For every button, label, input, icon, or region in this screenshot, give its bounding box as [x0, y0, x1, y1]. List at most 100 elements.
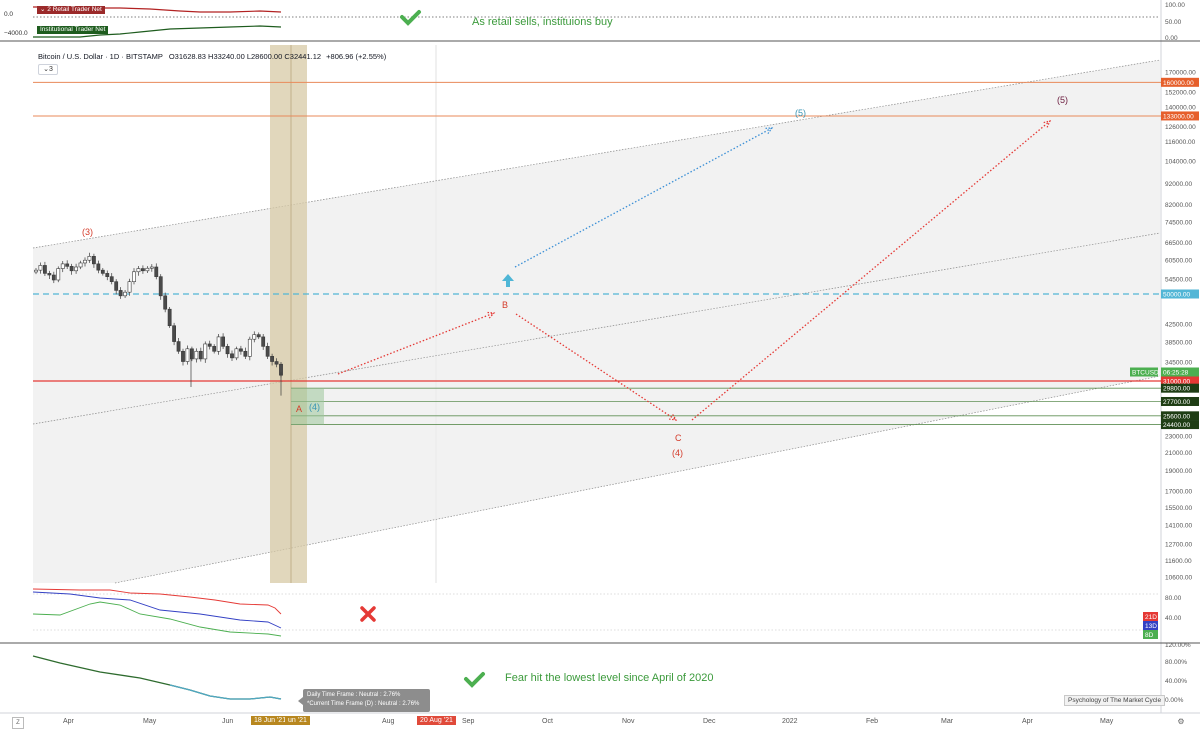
price-label-bg [1161, 111, 1199, 121]
retail-legend[interactable]: ⌄ 2 Retail Trader Net [37, 6, 105, 14]
top-pane-tick: 100.00 [1165, 2, 1185, 9]
candle-body [127, 281, 132, 293]
candle-body [207, 343, 212, 347]
candle-body [100, 269, 105, 274]
symbol-title: Bitcoin / U.S. Dollar · 1D · BITSTAMP [38, 52, 163, 61]
mid-pane-tick: 40.00 [1165, 615, 1182, 622]
price-label: 133000.00 [1163, 113, 1194, 120]
candle-body [252, 334, 257, 340]
fear-tooltip: Daily Time Frame : Neutral : 2.76% *Curr… [298, 689, 430, 712]
mid-pane-tick: 80.00 [1165, 595, 1182, 602]
price-label: 50000.00 [1163, 292, 1190, 299]
candle-body [56, 268, 61, 281]
price-label: 25600.00 [1163, 413, 1190, 420]
price-tick: 104000.00 [1165, 159, 1196, 166]
candle-body [47, 273, 52, 276]
candle-body [216, 336, 221, 352]
price-tick: 11600.00 [1165, 558, 1192, 565]
gear-icon[interactable]: ⚙ [1177, 717, 1185, 726]
candle-body [181, 350, 185, 362]
candle-body [78, 262, 83, 268]
candle-body [167, 308, 172, 327]
candle-body [230, 353, 234, 359]
price-tick: 17000.00 [1165, 488, 1192, 495]
price-tick: 21000.00 [1165, 450, 1192, 457]
bottom-pane-tick: 0.00% [1165, 697, 1184, 704]
price-tick: 12700.00 [1165, 541, 1192, 548]
x-tick-label: Jun [222, 718, 234, 725]
institutional-net-line [33, 25, 282, 38]
price-change: +806.96 (+2.55%) [326, 52, 387, 61]
candle-body [149, 266, 154, 269]
x-tick-label: Sep [462, 718, 475, 725]
period-badge-bg [1143, 621, 1158, 630]
x-highlight-date: 20 Aug '21 [417, 716, 456, 725]
candle-body [105, 273, 110, 277]
candle-body [194, 350, 199, 360]
candle-body [65, 263, 70, 267]
arrow-to-5-red-head [1043, 120, 1052, 128]
symbol-header: Bitcoin / U.S. Dollar · 1D · BITSTAMP O3… [38, 52, 386, 61]
cross-icon [360, 606, 376, 622]
x-tick-label: May [1100, 718, 1114, 725]
price-tick: 126000.00 [1165, 124, 1196, 131]
candle-body [274, 361, 279, 365]
candle-body [69, 266, 74, 272]
candle-body [221, 336, 225, 347]
candle-body [261, 336, 266, 347]
x-tick-label: Oct [542, 718, 553, 725]
top-left-value-0: 0.0 [4, 11, 14, 18]
price-tick: 92000.00 [1165, 181, 1192, 188]
price-tick: 15500.00 [1165, 505, 1192, 512]
price-label-bg [1161, 376, 1199, 386]
channel-top-line [32, 59, 1161, 249]
bottom-pane-tick: 80.00% [1165, 659, 1187, 666]
candle-body [83, 259, 87, 264]
collapse-indicators-button[interactable]: ⌄3 [38, 64, 58, 75]
candle-body [51, 274, 56, 281]
candle-body [43, 265, 47, 274]
price-tick: 38500.00 [1165, 340, 1192, 347]
wave-label-B: B [502, 300, 508, 310]
top-pane-tick: 0.00 [1165, 35, 1178, 42]
candle-body [190, 348, 194, 360]
candle-body [265, 346, 270, 357]
price-tick: 116000.00 [1165, 139, 1196, 146]
price-label-bg [1161, 367, 1199, 377]
candle-body [172, 325, 176, 342]
candle-body [74, 266, 78, 272]
chevron-down-icon: ⌄ [43, 66, 49, 73]
candle-body [109, 276, 114, 282]
zoom-toggle-button[interactable]: Z [12, 717, 24, 729]
price-label-bg [1161, 289, 1199, 299]
ohlc-values: O31628.83 H33240.00 L28600.00 C32441.12 [168, 52, 322, 61]
check-icon [400, 10, 421, 26]
wave-label-4-red: (4) [672, 448, 683, 458]
price-tick: 54500.00 [1165, 276, 1192, 283]
x-tick-label: Feb [866, 718, 879, 725]
period-badge: 13D [1145, 623, 1157, 630]
bottom-pane-tick: 120.00% [1165, 642, 1191, 649]
price-tick: 60500.00 [1165, 257, 1192, 264]
x-tick-label: Apr [1022, 718, 1033, 725]
price-tick: 170000.00 [1165, 69, 1196, 76]
period-badge: 21D [1145, 614, 1157, 621]
institutional-legend[interactable]: Institutional Trader Net [37, 26, 109, 34]
fear-greed-line-recent [169, 684, 282, 700]
time-highlight-band [270, 45, 307, 583]
x-highlight-date: 18 Jun '21 [251, 716, 290, 725]
candle-body [87, 256, 92, 261]
candle-body [185, 348, 190, 362]
candle-body [158, 276, 163, 297]
line-21d [32, 588, 282, 615]
x-tick-label: May [143, 718, 157, 725]
wave-label-A: A [296, 404, 302, 414]
chevron-down-icon: ⌄ [40, 6, 46, 13]
candle-body [34, 269, 38, 273]
up-arrow-icon [502, 274, 514, 287]
price-label: 31000.00 [1163, 379, 1190, 386]
price-label-bg [1161, 420, 1199, 430]
candle-body [243, 350, 248, 357]
wave-label-5-blue: (5) [795, 108, 806, 118]
